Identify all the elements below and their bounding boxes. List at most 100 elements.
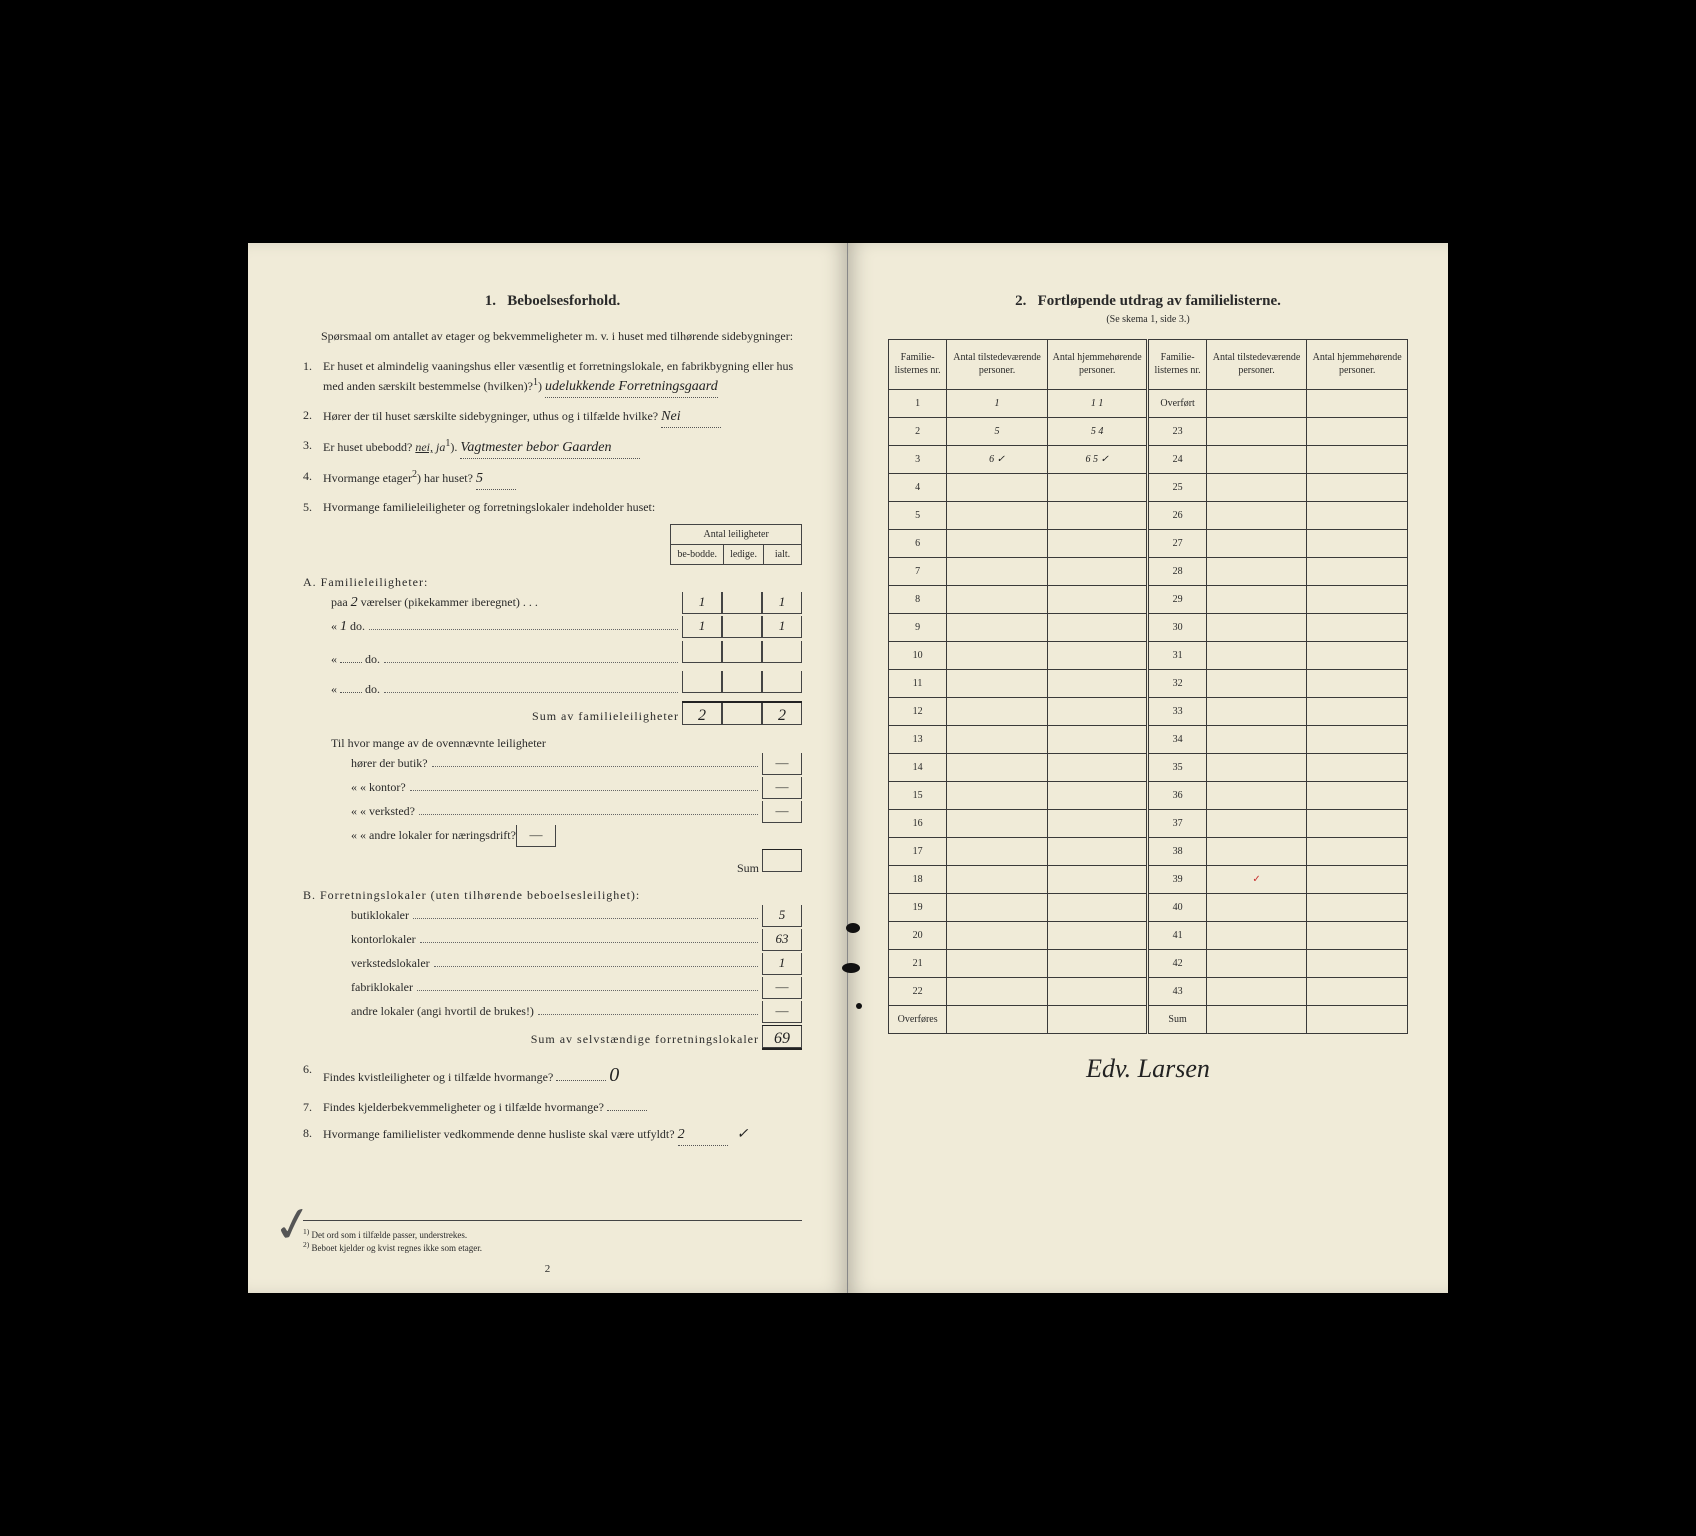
- question-7: 7. Findes kjelderbekvemmeligheter og i t…: [303, 1098, 802, 1116]
- secA2-r3-lbl: « « verksted?: [351, 802, 415, 821]
- row-num-left: 19: [889, 894, 947, 922]
- row-a-left: [947, 894, 1048, 922]
- table-row: 829: [889, 586, 1408, 614]
- table-header-row: Familie-listernes nr. Antal tilstedevære…: [889, 340, 1408, 390]
- q7-text: Findes kjelderbekvemmeligheter og i tilf…: [323, 1100, 604, 1114]
- row-a-left: [947, 866, 1048, 894]
- big-check-icon: ✓: [268, 1194, 317, 1256]
- row-a-left: [947, 586, 1048, 614]
- q3-answer: Vagtmester bebor Gaarden: [460, 437, 640, 459]
- row-a-left: 6 ✓: [947, 446, 1048, 474]
- familielister-table: Familie-listernes nr. Antal tilstedevære…: [888, 339, 1408, 1034]
- row-num-left: 3: [889, 446, 947, 474]
- row-a-left: [947, 922, 1048, 950]
- secA2-r4: « « andre lokaler for næringsdrift? —: [303, 825, 802, 847]
- row-b-left: [1047, 810, 1148, 838]
- q6-text: Findes kvistleiligheter og i tilfælde hv…: [323, 1070, 553, 1084]
- table-footer-row: Overføres Sum: [889, 1006, 1408, 1034]
- row-a-right: [1206, 782, 1307, 810]
- row-a-left: [947, 670, 1048, 698]
- row-b-left: 6 5 ✓: [1047, 446, 1148, 474]
- section-1-num: 1.: [485, 293, 496, 309]
- row-a-right: [1206, 446, 1307, 474]
- row-a-left: [947, 558, 1048, 586]
- row-a-right: [1206, 530, 1307, 558]
- row-b-right: [1307, 530, 1408, 558]
- leiligheter-table-header: Antal leiligheter be-bodde. ledige. ialt…: [670, 524, 802, 565]
- row-num-right: 39: [1148, 866, 1206, 894]
- secB-r3-lbl: verkstedslokaler: [351, 954, 430, 973]
- page-number-2: 2: [248, 1263, 847, 1275]
- row-a-left: [947, 838, 1048, 866]
- row-b-left: [1047, 726, 1148, 754]
- row-a-left: [947, 726, 1048, 754]
- secA2-r4-lbl: « « andre lokaler for næringsdrift?: [351, 826, 516, 845]
- r1-c2: [722, 592, 762, 614]
- row-b-right: [1307, 670, 1408, 698]
- row-a-right: [1206, 474, 1307, 502]
- ink-blot-icon: [842, 963, 860, 973]
- row-num-right: 41: [1148, 922, 1206, 950]
- row-b-right: [1307, 642, 1408, 670]
- row-a-right: [1206, 390, 1307, 418]
- col-bebodde: be-bodde.: [671, 544, 724, 564]
- secA-row3: « do.: [303, 641, 802, 669]
- r2-c1: 1: [682, 616, 722, 638]
- q4-text2: ) har huset?: [417, 471, 473, 485]
- r3-c1: [682, 641, 722, 663]
- secB-r1-lbl: butiklokaler: [351, 906, 409, 925]
- q4-text: Hvormange etager: [323, 471, 412, 485]
- r2-c3: 1: [762, 616, 802, 638]
- row-a-right: [1206, 978, 1307, 1006]
- q3-nei: nei,: [415, 440, 433, 454]
- section-2-title: 2. Fortløpende utdrag av familielisterne…: [888, 293, 1408, 310]
- q2-answer: Nei: [661, 406, 721, 428]
- secA-row4: « do.: [303, 671, 802, 699]
- row-num-left: 4: [889, 474, 947, 502]
- sum-c2: [1307, 1006, 1408, 1034]
- sum-c1: [1206, 1006, 1307, 1034]
- row-b-right: [1307, 978, 1408, 1006]
- q1-body: Er huset et almindelig vaaningshus eller…: [323, 357, 802, 398]
- r2-c2: [722, 616, 762, 638]
- overfores-c1: [947, 1006, 1048, 1034]
- row-a-left: [947, 754, 1048, 782]
- row-a-right: [1206, 950, 1307, 978]
- r3-c3: [762, 641, 802, 663]
- r2-val: 1: [340, 616, 347, 638]
- row-b-right: [1307, 502, 1408, 530]
- hdr-6: Antal hjemmehørende personer.: [1307, 340, 1408, 390]
- table-row: 36 ✓6 5 ✓24: [889, 446, 1408, 474]
- row-num-left: 17: [889, 838, 947, 866]
- row-num-left: 6: [889, 530, 947, 558]
- table-row: 1738: [889, 838, 1408, 866]
- row-b-right: [1307, 418, 1408, 446]
- r4-lbl: do.: [365, 680, 380, 699]
- table-row: 2041: [889, 922, 1408, 950]
- ink-blot-icon: [856, 1003, 862, 1009]
- row-b-left: [1047, 922, 1148, 950]
- q8-answer: 2: [678, 1124, 728, 1146]
- q2-text: Hører der til huset særskilte sidebygnin…: [323, 409, 658, 423]
- q6-num: 6.: [303, 1060, 323, 1090]
- question-2: 2. Hører der til huset særskilte sidebyg…: [303, 406, 802, 428]
- row-a-right: [1206, 922, 1307, 950]
- secB-r3-val: 1: [762, 953, 802, 975]
- row-b-right: [1307, 866, 1408, 894]
- q8-body: Hvormange familielister vedkommende denn…: [323, 1124, 802, 1146]
- row-b-right: [1307, 950, 1408, 978]
- row-b-left: [1047, 642, 1148, 670]
- table-row: 1940: [889, 894, 1408, 922]
- row-a-right: [1206, 418, 1307, 446]
- hdr-4: Familie-listernes nr.: [1148, 340, 1206, 390]
- signature: Edv. Larsen: [888, 1054, 1408, 1084]
- row-b-right: [1307, 614, 1408, 642]
- row-num-right: 23: [1148, 418, 1206, 446]
- footnote-2: 2) Beboet kjelder og kvist regnes ikke s…: [303, 1240, 802, 1253]
- row-a-left: [947, 474, 1048, 502]
- row-b-right: [1307, 894, 1408, 922]
- q2-num: 2.: [303, 406, 323, 428]
- row-num-left: 7: [889, 558, 947, 586]
- q4-answer: 5: [476, 468, 516, 490]
- secA-sum-c3: 2: [762, 703, 802, 725]
